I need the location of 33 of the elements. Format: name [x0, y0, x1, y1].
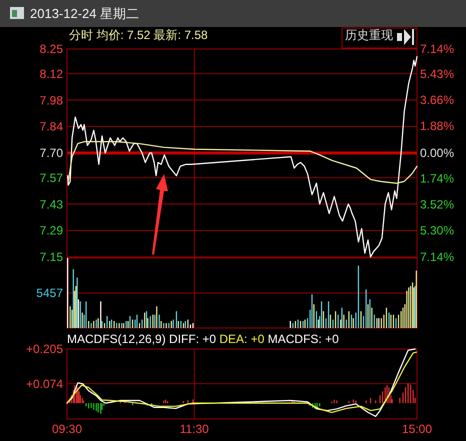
y2-tick-label: 5.30%: [420, 223, 454, 238]
x-tick-label: 09:30: [52, 422, 82, 436]
y-tick-label: 7.84: [40, 120, 64, 134]
y-tick-label: +0.074: [26, 376, 64, 391]
text: 分时: [69, 28, 93, 42]
y2-tick-label: 7.14%: [420, 42, 454, 56]
y-tick-label: 7.70: [40, 146, 64, 160]
y2-tick-label: 1.74%: [420, 172, 454, 186]
text: MACDFS: +0: [264, 332, 340, 346]
y2-tick-label: 1.88%: [420, 118, 454, 133]
y-tick-label: 7.43: [40, 197, 64, 212]
y-tick-label: 7.57: [40, 170, 64, 185]
x-tick-label: 15:00: [402, 422, 432, 436]
text: 5457: [36, 286, 64, 300]
y-tick-label: 7.15: [40, 250, 64, 264]
chart-title: MACDFS(12,26,9): [67, 332, 166, 346]
chart-title: 2013-12-24 星期二: [30, 6, 140, 21]
y-tick-label: 8.25: [40, 42, 64, 56]
y2-tick-label: 3.66%: [420, 92, 454, 107]
y-tick-label: 8.12: [40, 66, 64, 81]
y2-tick-label: 5.43%: [420, 67, 454, 82]
x-tick-label: 11:30: [180, 422, 210, 436]
text: 均价: 7.52: [93, 28, 151, 42]
y2-tick-label: 3.52%: [420, 197, 454, 212]
y-tick-label: 7.29: [40, 224, 64, 238]
y-tick-label: +0.205: [26, 342, 64, 356]
y2-tick-label: 0.00%: [420, 146, 454, 160]
text: DIFF: +0: [166, 332, 216, 346]
text: 历史重现: [345, 28, 393, 42]
text: DEA: +0: [216, 332, 265, 346]
text: 最新: 7.58: [150, 28, 208, 42]
y2-tick-label: 7.14%: [420, 250, 454, 264]
y-tick-label: 7.98: [40, 93, 64, 108]
